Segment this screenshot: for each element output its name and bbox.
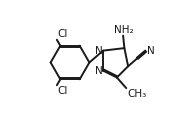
Text: CH₃: CH₃ — [127, 89, 146, 99]
Text: NH₂: NH₂ — [114, 25, 134, 35]
Text: Cl: Cl — [58, 86, 68, 96]
Text: N: N — [147, 46, 155, 56]
Text: N: N — [95, 66, 103, 76]
Text: Cl: Cl — [58, 29, 68, 39]
Text: N: N — [95, 46, 103, 56]
